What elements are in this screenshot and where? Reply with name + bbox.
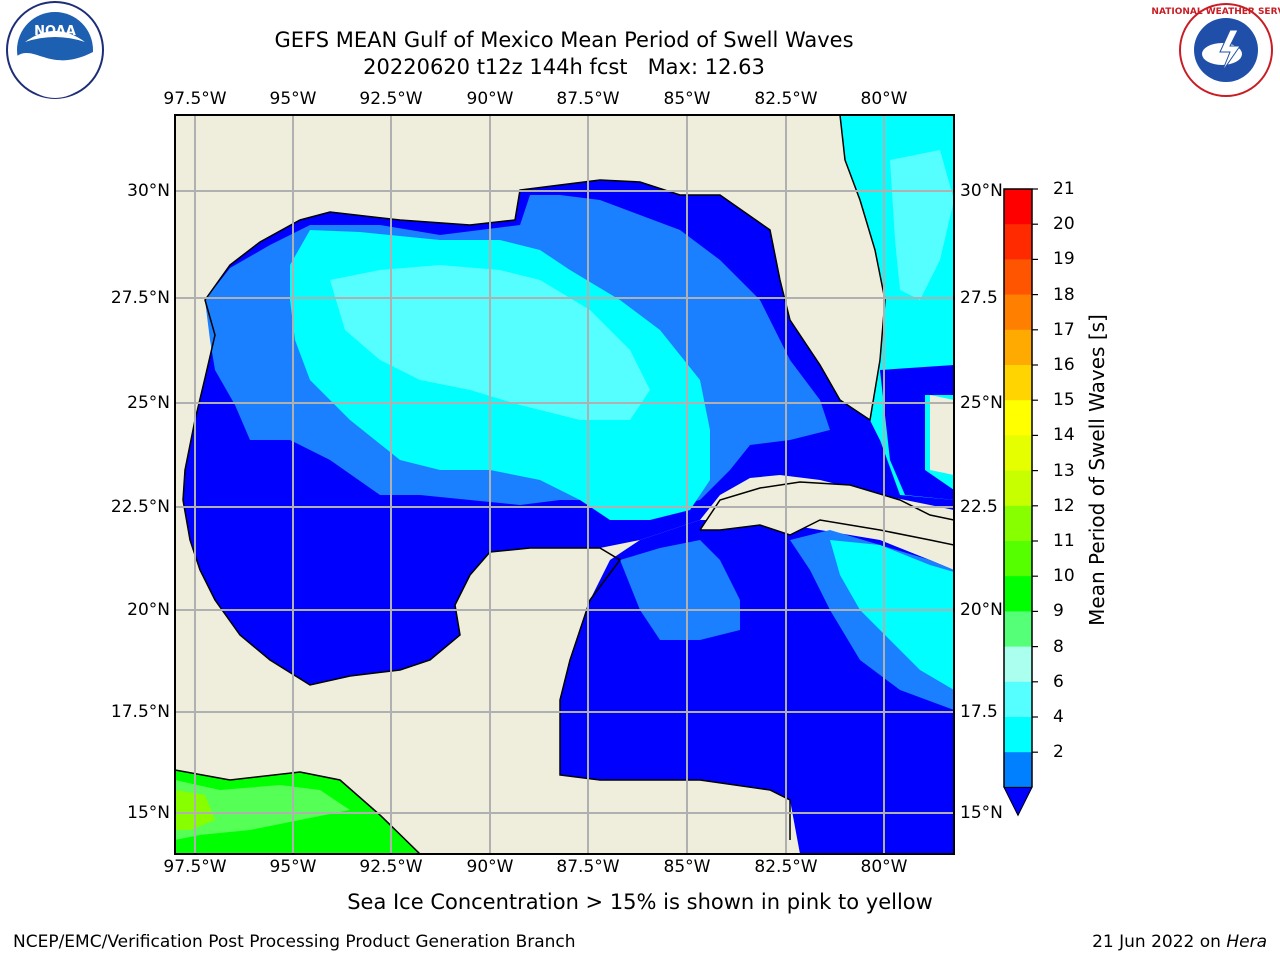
colorbar-extend-arrow xyxy=(1003,786,1033,817)
lon-tick-top: 95°W xyxy=(269,89,317,109)
lon-tick-top: 82.5°W xyxy=(754,89,818,109)
coastline-cuba xyxy=(699,481,954,546)
lon-tick-top: 87.5°W xyxy=(556,89,620,109)
lon-tick-bottom: 90°W xyxy=(466,857,514,877)
colorbar-tick-label: 2 xyxy=(1053,742,1064,763)
lon-tick-bottom: 95°W xyxy=(269,857,317,877)
lat-tick-right: 22.5 xyxy=(960,497,998,517)
lon-tick-bottom: 82.5°W xyxy=(754,857,818,877)
lon-tick-top: 85°W xyxy=(663,89,711,109)
lon-tick-bottom: 97.5°W xyxy=(163,857,227,877)
colorbar-tick-label: 15 xyxy=(1053,390,1075,411)
colorbar-swatch xyxy=(1004,611,1032,648)
lat-tick-right: 17.5 xyxy=(960,702,998,722)
lat-tick-left: 15°N xyxy=(127,803,170,823)
lat-tick-left: 30°N xyxy=(127,181,170,201)
colorbar-tick-label: 21 xyxy=(1053,179,1075,199)
nws-logo-text: NATIONAL WEATHER SERVICE xyxy=(1151,7,1280,17)
lon-tick-top: 80°W xyxy=(860,89,908,109)
atlantic-field-hi2 xyxy=(890,150,954,300)
noaa-logo-icon: NOAA xyxy=(6,1,104,99)
colorbar-tick-label: 16 xyxy=(1053,355,1075,375)
lat-tick-left: 25°N xyxy=(127,393,170,413)
coastline-pacific xyxy=(175,769,421,854)
noaa-logo-text: NOAA xyxy=(34,24,76,39)
colorbar-tick-label: 13 xyxy=(1053,460,1075,481)
sea-ice-note: Sea Ice Concentration > 15% is shown in … xyxy=(347,890,933,914)
lat-tick-left: 22.5°N xyxy=(110,497,170,517)
colorbar-swatch xyxy=(1004,576,1032,612)
lon-tick-bottom: 85°W xyxy=(663,857,711,877)
colorbar-tick-label: 9 xyxy=(1053,601,1064,622)
lat-tick-right: 15°N xyxy=(960,803,1003,823)
lon-tick-top: 97.5°W xyxy=(163,89,227,109)
caribbean-field-hi xyxy=(830,540,954,690)
lon-tick-top: 90°W xyxy=(466,89,514,109)
atlantic-field-low xyxy=(880,365,954,500)
colorbar-tick-label: 4 xyxy=(1053,707,1064,727)
colorbar-tick-label: 14 xyxy=(1053,425,1075,446)
chart-title: GEFS MEAN Gulf of Mexico Mean Period of … xyxy=(274,28,854,52)
colorbar-swatch xyxy=(1004,259,1032,296)
pacific-field-2 xyxy=(175,780,350,840)
lon-tick-bottom: 87.5°W xyxy=(556,857,620,877)
map-frame xyxy=(174,114,955,855)
colorbar-swatch xyxy=(1004,505,1032,542)
lat-tick-right: 30°N xyxy=(960,181,1003,201)
colorbar-swatch xyxy=(1004,400,1032,436)
lon-tick-bottom: 80°W xyxy=(860,857,908,877)
colorbar-swatch xyxy=(1004,752,1032,788)
colorbar-tick-label: 8 xyxy=(1053,636,1064,657)
lat-tick-right: 25°N xyxy=(960,393,1003,413)
colorbar-swatch xyxy=(1004,470,1032,507)
colorbar-swatch xyxy=(1004,189,1032,225)
colorbar-frame xyxy=(1003,188,1033,788)
lat-tick-left: 20°N xyxy=(127,600,170,620)
credit-host: Hera xyxy=(1226,932,1267,952)
lat-tick-left: 17.5°N xyxy=(110,702,170,722)
credit-date: 21 Jun 2022 on xyxy=(1092,932,1227,952)
credit-right: 21 Jun 2022 on Hera xyxy=(1092,932,1267,952)
colorbar-swatch xyxy=(1004,646,1032,683)
colorbar-tick-label: 20 xyxy=(1053,214,1075,235)
colorbar-tick-label: 19 xyxy=(1053,249,1075,270)
chart-subtitle: 20220620 t12z 144h fcst Max: 12.63 xyxy=(363,55,765,79)
colorbar-swatch xyxy=(1004,224,1032,260)
colorbar-swatch xyxy=(1004,365,1032,401)
lat-tick-left: 27.5°N xyxy=(110,288,170,308)
colorbar-tick-label: 6 xyxy=(1053,671,1064,692)
lat-tick-right: 20°N xyxy=(960,600,1003,620)
colorbar-swatch xyxy=(1004,435,1032,472)
colorbar-title: Mean Period of Swell Waves [s] xyxy=(1085,314,1109,626)
credit-left: NCEP/EMC/Verification Post Processing Pr… xyxy=(13,932,576,952)
lat-tick-right: 27.5 xyxy=(960,288,998,308)
colorbar-swatch xyxy=(1004,681,1032,718)
colorbar-swatch xyxy=(1004,294,1032,331)
map-fields xyxy=(175,115,954,854)
colorbar-tick-label: 18 xyxy=(1053,284,1075,305)
colorbar-tick-label: 12 xyxy=(1053,495,1075,516)
lon-tick-top: 92.5°W xyxy=(359,89,423,109)
colorbar-tick-label: 10 xyxy=(1053,566,1075,587)
colorbar-swatch xyxy=(1004,717,1032,753)
lon-tick-bottom: 92.5°W xyxy=(359,857,423,877)
colorbar-tick-label: 11 xyxy=(1053,531,1075,551)
colorbar-swatch xyxy=(1004,329,1032,366)
coastline xyxy=(182,115,886,501)
colorbar-swatch xyxy=(1004,541,1032,577)
gridlines xyxy=(175,115,954,854)
colorbar xyxy=(1003,188,1038,817)
colorbar-tick-label: 17 xyxy=(1053,319,1075,340)
nws-logo-icon: NATIONAL WEATHER SERVICE xyxy=(1151,3,1280,97)
